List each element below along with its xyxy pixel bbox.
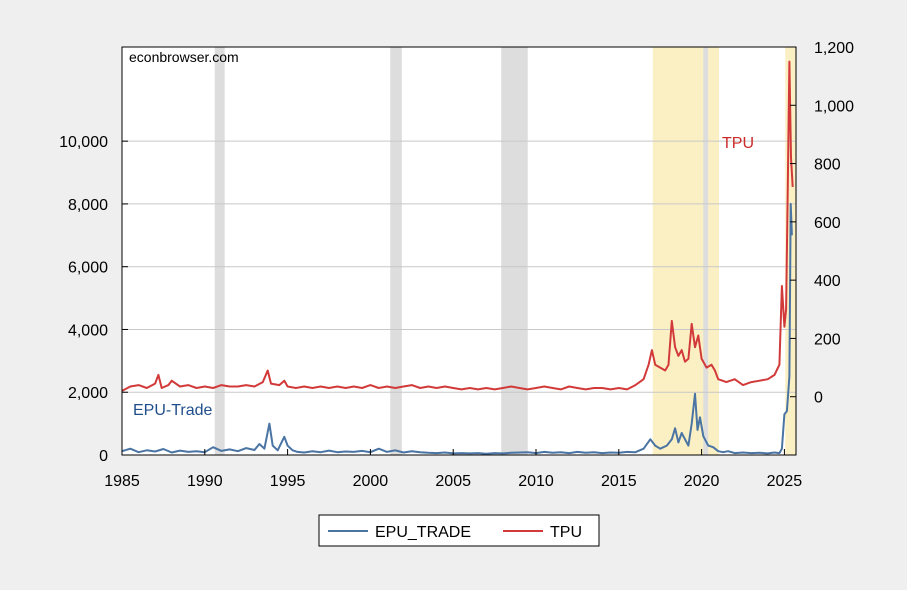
y-left-tick-label-1: 2,000 — [68, 385, 108, 402]
source-label: econbrowser.com — [129, 49, 239, 65]
x-tick-label-1990: 1990 — [187, 473, 223, 490]
trump-term-band-0 — [652, 47, 719, 455]
x-axis-ticks: 1985 1990 1995 2000 2005 2010 2015 2020 2025 — [104, 449, 802, 490]
recession-band-2 — [501, 47, 528, 455]
legend-label-epu: EPU_TRADE — [375, 524, 471, 541]
epu-trade-annotation: EPU-Trade — [133, 402, 213, 419]
y-right-tick-label-6: 1,200 — [814, 40, 854, 57]
x-tick-label-2020: 2020 — [684, 473, 720, 490]
y-left-tick-label-4: 8,000 — [68, 197, 108, 214]
y-right-tick-label-3: 600 — [814, 215, 841, 232]
y-left-tick-label-0: 0 — [99, 448, 108, 465]
series-lines — [121, 60, 794, 455]
x-tick-label-2015: 2015 — [601, 473, 637, 490]
recession-band-0 — [214, 47, 225, 455]
recession-band-3 — [703, 47, 709, 455]
plot-frame — [121, 46, 797, 456]
y-right-tick-label-1: 200 — [814, 331, 841, 348]
series-line-epu-trade — [121, 202, 793, 455]
tpu-annotation: TPU — [722, 135, 754, 152]
y-right-tick-label-4: 800 — [814, 157, 841, 174]
x-tick-label-1995: 1995 — [270, 473, 306, 490]
x-tick-label-2010: 2010 — [518, 473, 554, 490]
y-left-tick-label-3: 6,000 — [68, 260, 108, 277]
y-right-axis-ticks: 0 200 400 600 800 1,000 1,200 — [790, 40, 854, 407]
x-tick-label-2025: 2025 — [767, 473, 803, 490]
y-left-axis-ticks: 0 2,000 4,000 6,000 8,000 10,000 — [59, 134, 128, 465]
y-left-tick-label-2: 4,000 — [68, 322, 108, 339]
x-tick-label-1985: 1985 — [104, 473, 140, 490]
x-tick-label-2005: 2005 — [435, 473, 471, 490]
legend-label-tpu: TPU — [550, 524, 582, 541]
series-line-tpu — [121, 60, 794, 392]
gridlines — [122, 140, 796, 393]
legend: EPU_TRADE TPU — [318, 514, 600, 547]
y-right-tick-label-5: 1,000 — [814, 98, 854, 115]
y-right-tick-label-0: 0 — [814, 390, 823, 407]
y-right-tick-label-2: 400 — [814, 273, 841, 290]
x-tick-label-2000: 2000 — [353, 473, 389, 490]
recession-band-1 — [390, 47, 402, 455]
y-left-tick-label-5: 10,000 — [59, 134, 108, 151]
